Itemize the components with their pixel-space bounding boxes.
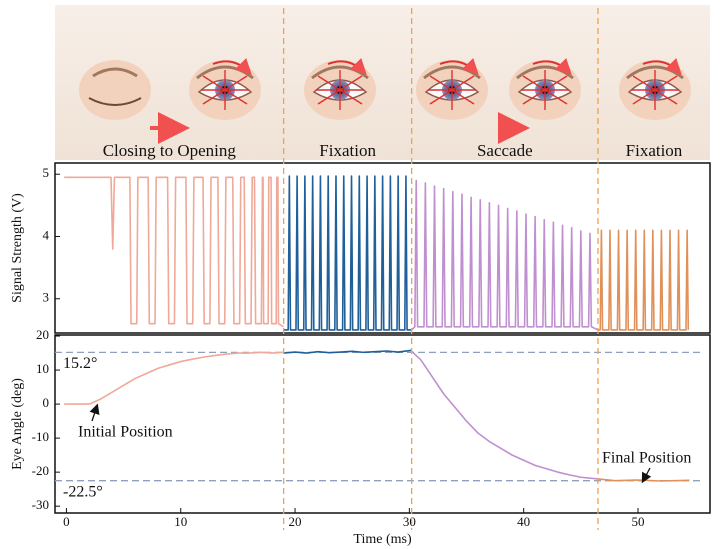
phase-label: Closing to Opening — [103, 141, 237, 160]
y-tick-label: 0 — [43, 395, 50, 410]
illustration-background — [55, 5, 710, 160]
x-axis-label: Time (ms) — [353, 532, 412, 547]
y-tick-label: 20 — [36, 327, 49, 342]
reference-label: 15.2° — [63, 355, 97, 372]
series-line — [411, 179, 599, 331]
reference-label: -22.5° — [63, 483, 103, 500]
y-tick-label: 5 — [43, 165, 50, 180]
eye-illustrations — [79, 60, 691, 144]
x-tick-label: 50 — [631, 514, 644, 529]
series-line — [411, 350, 599, 480]
plot-frame — [54, 162, 711, 334]
y-axis-label: Signal Strength (V) — [10, 193, 25, 303]
x-tick-label: 10 — [174, 514, 187, 529]
annotation: Initial Position — [78, 424, 173, 441]
phase-label: Saccade — [477, 141, 533, 160]
annotation-arrow — [641, 467, 652, 484]
annotation: Final Position — [602, 450, 691, 467]
plot-frame — [54, 334, 711, 514]
series-line — [64, 176, 285, 328]
series-line — [283, 349, 412, 354]
y-tick-label: -10 — [32, 429, 49, 444]
x-tick-label: 40 — [517, 514, 530, 529]
y-tick-label: 10 — [36, 361, 49, 376]
series-line — [597, 229, 690, 331]
y-tick-label: 4 — [43, 227, 50, 242]
y-axis-label: Eye Angle (deg) — [10, 378, 25, 470]
phase-label: Fixation — [626, 141, 683, 160]
series-line — [597, 478, 690, 482]
series-line — [283, 175, 412, 331]
x-tick-label: 30 — [403, 514, 416, 529]
x-tick-label: 20 — [289, 514, 302, 529]
phase-label: Fixation — [319, 141, 376, 160]
y-tick-label: 3 — [43, 290, 50, 305]
series-line — [64, 351, 284, 405]
y-tick-label: -20 — [32, 463, 49, 478]
annotation-arrow — [89, 403, 100, 422]
y-tick-label: -30 — [32, 497, 49, 512]
x-tick-label: 0 — [63, 514, 70, 529]
